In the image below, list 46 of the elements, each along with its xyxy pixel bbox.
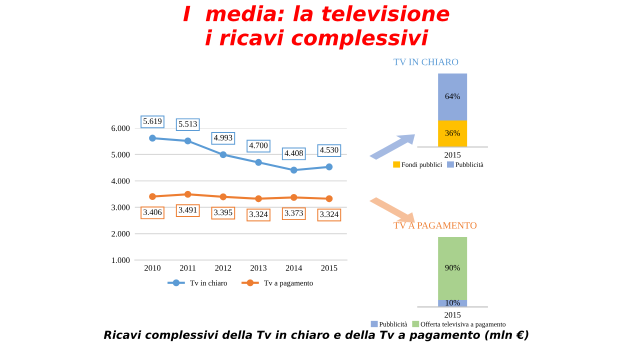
x-tick-label: 2014: [286, 265, 302, 271]
data-label: 3.373: [284, 210, 303, 216]
point: [149, 134, 156, 142]
x-tick-label: 2015: [321, 265, 338, 271]
data-label: 64%: [445, 93, 460, 100]
data-label: 3.324: [320, 211, 338, 218]
data-label: 5.619: [144, 118, 162, 124]
x-tick-label: 2010: [144, 265, 161, 271]
point: [184, 190, 192, 198]
data-label: 90%: [445, 264, 460, 271]
point: [326, 195, 333, 202]
x-tick-label: 2013: [250, 265, 267, 271]
point: [290, 166, 298, 174]
point: [290, 194, 298, 201]
y-tick-label: 1.000: [112, 257, 130, 264]
data-label: 4.530: [320, 147, 338, 153]
text: Ricavi complessivi della Tv in chiaro e della Tv a pagamento (mln €): [104, 330, 528, 342]
point: [255, 158, 262, 166]
point: [255, 195, 262, 202]
data-label: 3.324: [250, 211, 268, 218]
y-tick-label: 2.000: [112, 231, 130, 237]
chart-title: TV A PAGAMENTO: [394, 222, 477, 229]
data-label: 5.513: [178, 121, 197, 127]
data-label: 10%: [446, 300, 460, 306]
point: [184, 137, 192, 144]
chart-title: I media: la televisione i ricavi complessivi: [183, 5, 450, 50]
data-label: 3.406: [144, 209, 162, 215]
x-tick-label: 2015: [444, 152, 461, 158]
data-label: 4.993: [214, 134, 232, 141]
y-tick-label: 6.000: [112, 125, 130, 132]
data-label: 3.395: [214, 210, 232, 216]
point: [326, 163, 333, 170]
y-tick-label: 5.000: [112, 152, 130, 158]
data-label: 4.700: [249, 142, 268, 148]
x-tick-label: 2015: [444, 312, 461, 318]
chart-title: TV IN CHIARO: [394, 58, 458, 66]
point: [149, 193, 156, 200]
point: [220, 193, 227, 200]
data-label: 3.491: [178, 207, 197, 213]
y-tick-label: 4.000: [111, 178, 130, 184]
data-label: 36%: [445, 130, 460, 136]
point: [220, 151, 227, 158]
y-tick-label: 3.000: [112, 204, 130, 210]
x-tick-label: 2011: [180, 265, 196, 271]
x-tick-label: 2012: [215, 265, 232, 271]
data-label: 4.408: [284, 150, 303, 156]
